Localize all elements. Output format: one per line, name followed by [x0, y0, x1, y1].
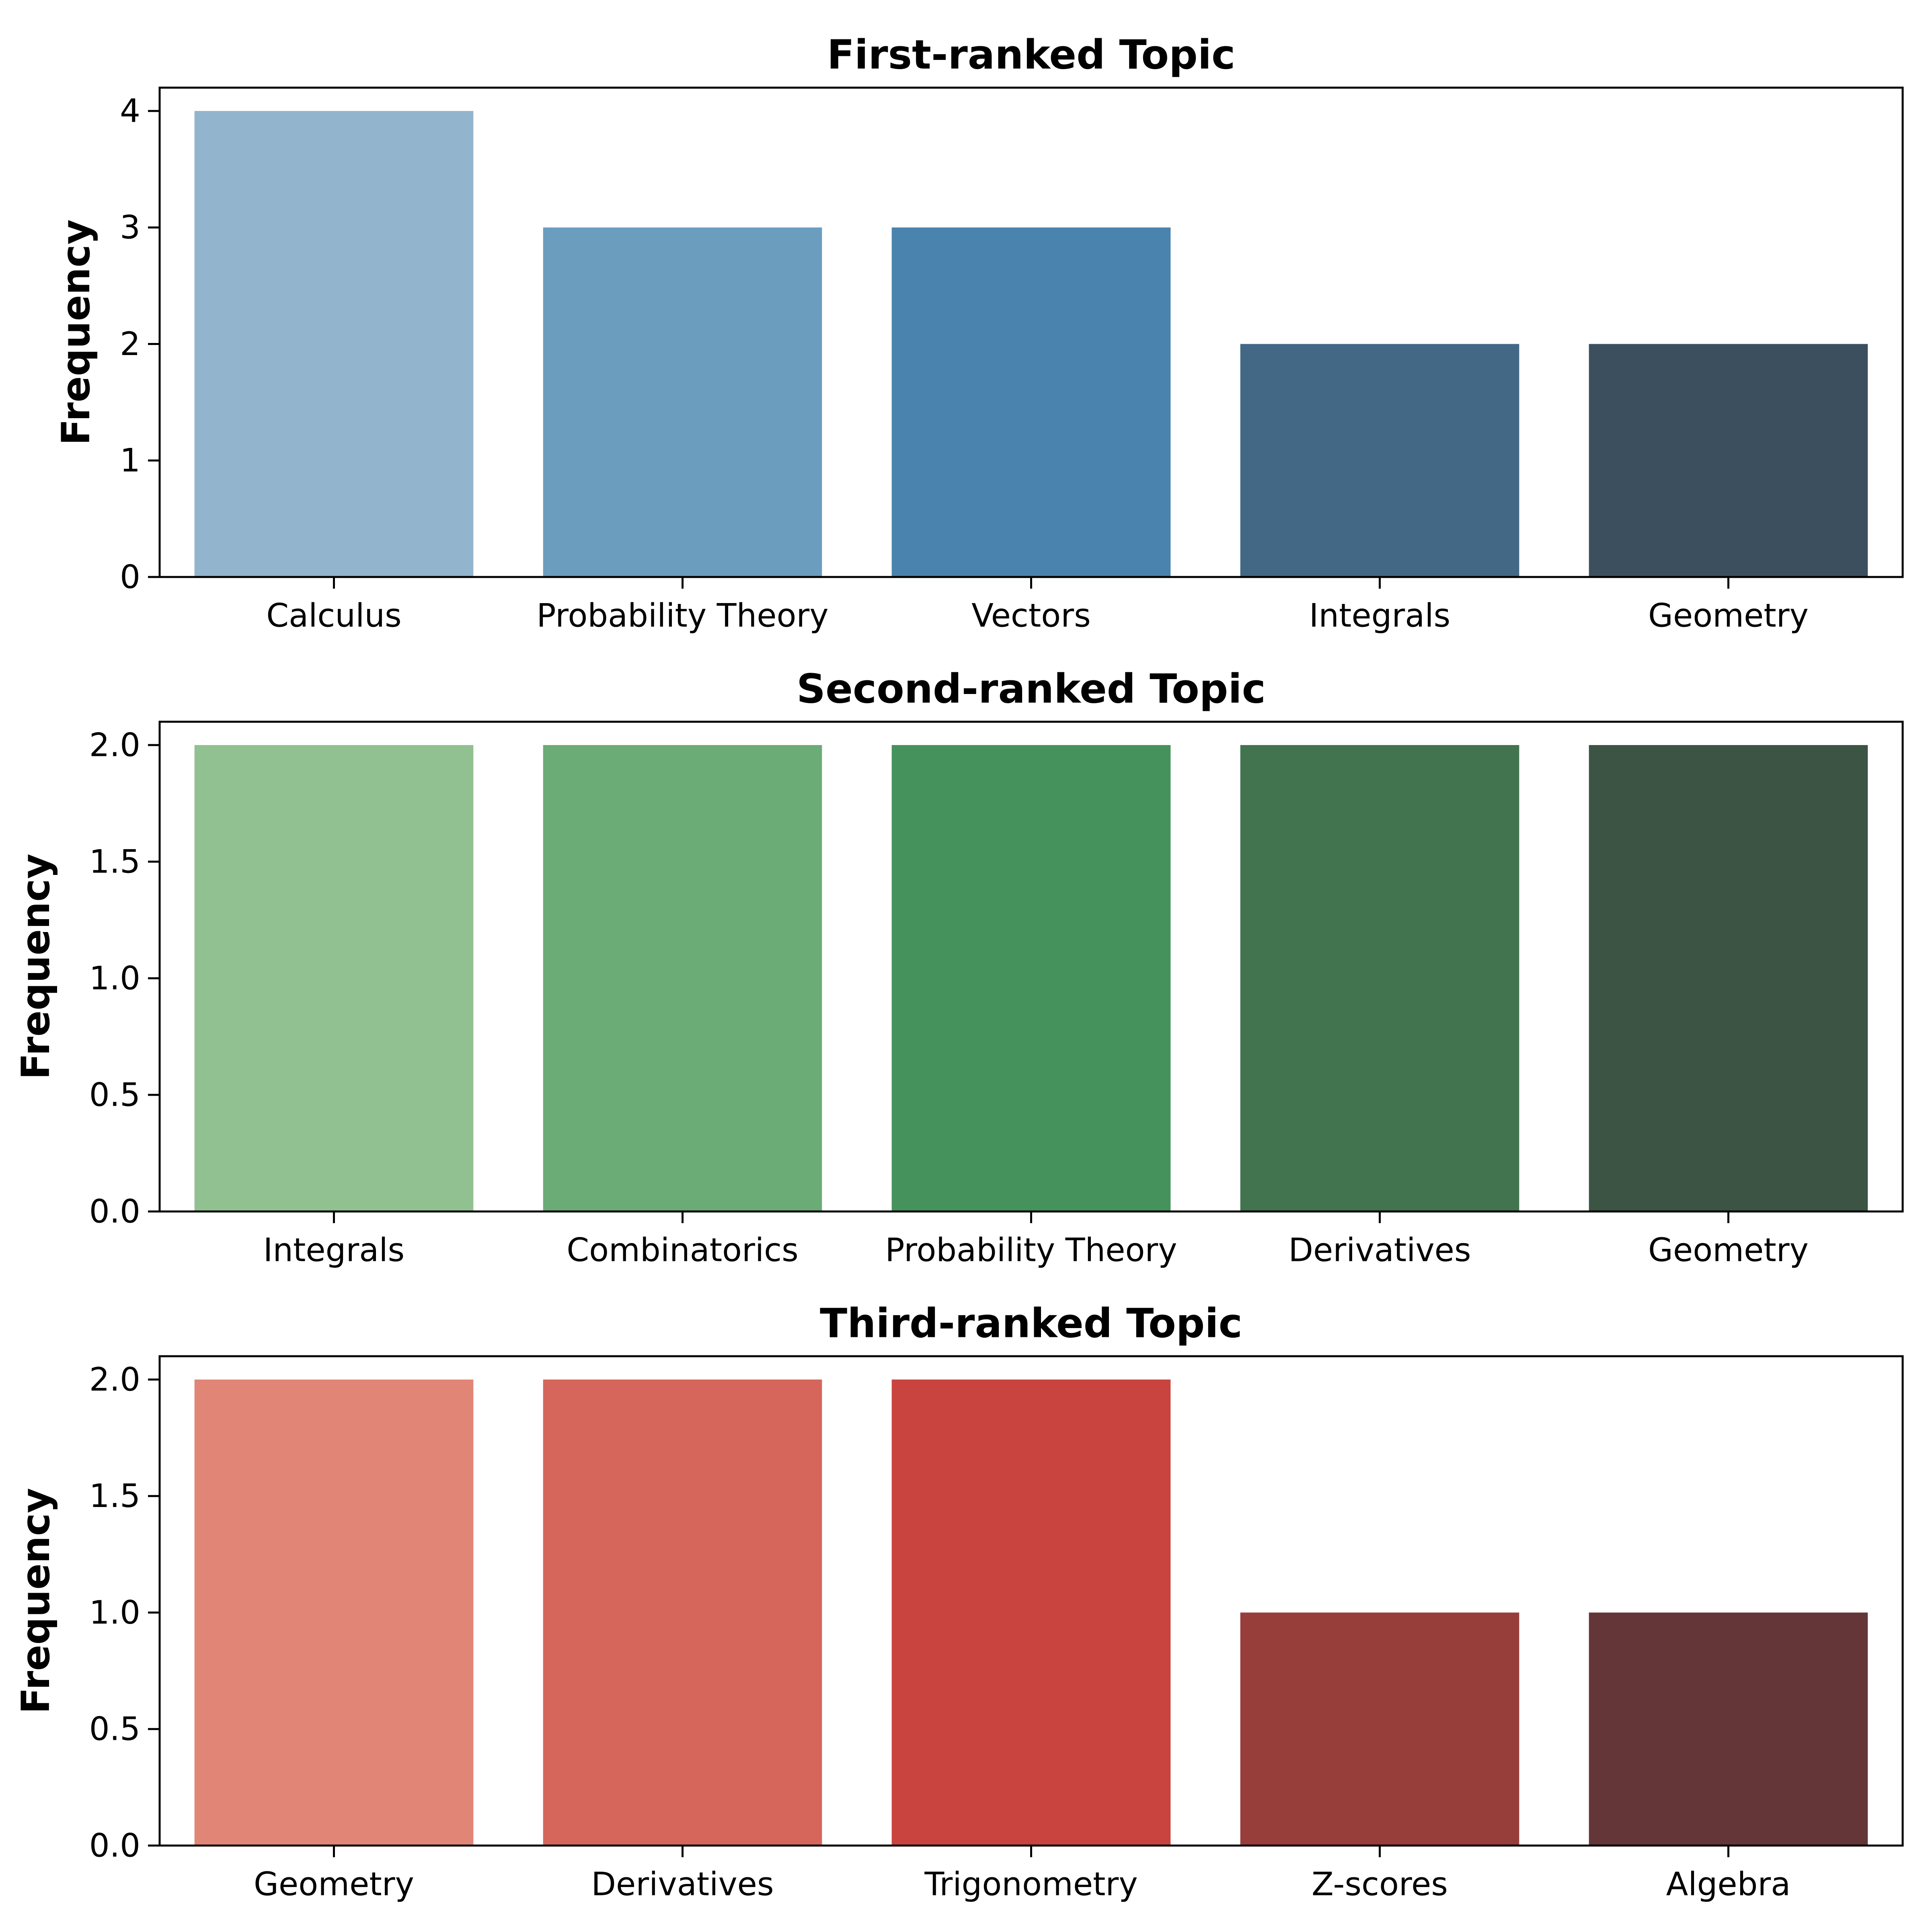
y-tick-label: 2.0 — [89, 1361, 140, 1398]
subplot-1: 0 1 2 3 4 Calculus Probability Theory Vectors In… — [53, 31, 1904, 634]
x-tick-label: Z-scores — [1312, 1866, 1448, 1903]
y-tick-label: 1.5 — [89, 1477, 140, 1515]
y-axis-label: Frequency — [13, 854, 58, 1080]
y-tick-label: 1.0 — [89, 1594, 140, 1631]
x-tick-label: Geometry — [1648, 597, 1809, 634]
x-tick-label: Algebra — [1666, 1866, 1791, 1903]
bar-integrals — [194, 745, 474, 1211]
bar-calculus — [194, 111, 474, 577]
bar-derivatives — [1240, 745, 1519, 1211]
x-tick-label: Trigonometry — [924, 1866, 1137, 1903]
y-axis-label: Frequency — [13, 1488, 58, 1714]
bar-geometry — [1589, 745, 1868, 1211]
bar-z-scores — [1240, 1612, 1519, 1846]
x-tick-label: Integrals — [263, 1232, 404, 1269]
bar-vectors — [891, 227, 1171, 577]
y-tick-label: 1.5 — [89, 843, 140, 881]
y-tick-label: 3 — [120, 209, 140, 246]
x-tick-label: Combinatorics — [567, 1232, 799, 1269]
y-tick-label: 0.5 — [89, 1710, 140, 1748]
bar-integrals — [1240, 344, 1519, 577]
y-tick-label: 2 — [120, 325, 140, 363]
y-tick-label: 1.0 — [89, 960, 140, 997]
x-tick-label: Probability Theory — [536, 597, 828, 634]
y-tick-label: 0.0 — [89, 1827, 140, 1864]
bar-geometry — [194, 1379, 474, 1846]
subplot-title: Second-ranked Topic — [797, 665, 1266, 712]
subplot-3: 0.0 0.5 1.0 1.5 2.0 Geometry Derivatives Trigon… — [13, 1300, 1904, 1903]
x-tick-label: Derivatives — [1288, 1232, 1471, 1269]
bar-probability-theory — [891, 745, 1171, 1211]
y-tick-label: 2.0 — [89, 727, 140, 764]
subplot-title: Third-ranked Topic — [820, 1300, 1242, 1347]
y-tick-label: 0.5 — [89, 1076, 140, 1114]
bar-trigonometry — [891, 1379, 1171, 1846]
x-tick-label: Integrals — [1309, 597, 1450, 634]
x-tick-label: Derivatives — [591, 1866, 774, 1903]
y-axis-label: Frequency — [53, 220, 99, 446]
x-tick-label: Geometry — [254, 1866, 414, 1903]
y-tick-label: 0.0 — [89, 1193, 140, 1230]
subplot-title: First-ranked Topic — [827, 31, 1236, 78]
y-tick-label: 4 — [120, 92, 140, 129]
bar-derivatives — [543, 1379, 822, 1846]
y-tick-label: 0 — [120, 558, 140, 596]
x-tick-label: Geometry — [1648, 1232, 1809, 1269]
x-tick-label: Calculus — [266, 597, 401, 634]
x-tick-label: Probability Theory — [885, 1232, 1177, 1269]
subplot-2: 0.0 0.5 1.0 1.5 2.0 Integrals Combinatorics Pro… — [13, 665, 1904, 1269]
bar-combinatorics — [543, 745, 822, 1211]
bar-geometry — [1589, 344, 1868, 577]
bar-algebra — [1589, 1612, 1868, 1846]
x-tick-label: Vectors — [971, 597, 1091, 634]
y-tick-label: 1 — [120, 442, 140, 479]
bar-probability-theory — [543, 227, 822, 577]
